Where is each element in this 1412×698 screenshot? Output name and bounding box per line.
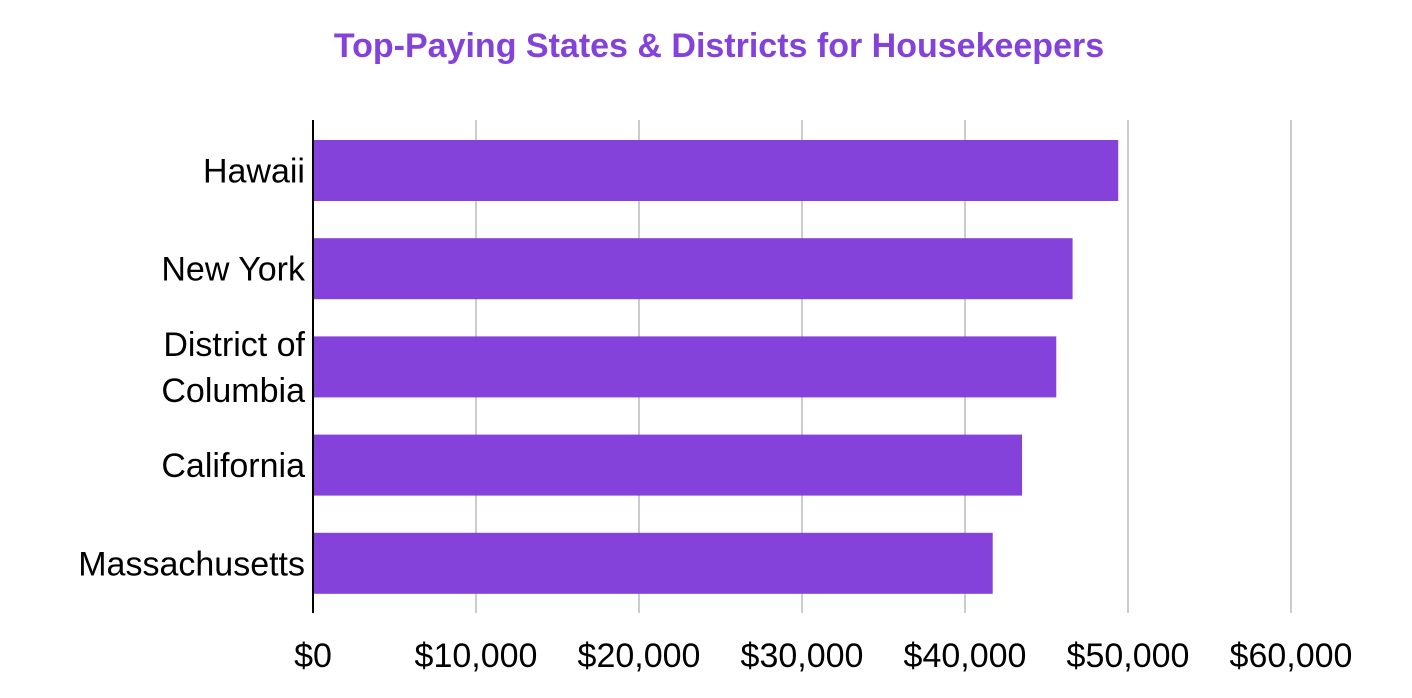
x-tick-labels: $0 $10,000 $20,000 $30,000 $40,000 $50,000 $60… — [294, 637, 1352, 675]
bar-california — [313, 434, 1023, 496]
chart-title: Top-Paying States & Districts for Housek… — [334, 27, 1104, 65]
x-tick-label-5: $50,000 — [1067, 637, 1190, 675]
category-label-massachusetts: Massachusetts — [78, 545, 305, 583]
x-tick-label-2: $20,000 — [578, 637, 701, 675]
category-labels: Hawaii New York District of Columbia Califor… — [78, 153, 306, 584]
bars — [313, 140, 1119, 594]
category-label-hawaii: Hawaii — [203, 153, 305, 191]
category-label-new-york: New York — [161, 251, 306, 289]
x-tick-label-6: $60,000 — [1230, 637, 1353, 675]
x-tick-label-1: $10,000 — [415, 637, 538, 675]
bar-district-of-columbia — [313, 336, 1057, 398]
x-tick-label-0: $0 — [294, 637, 332, 675]
bar-new-york — [313, 238, 1073, 300]
x-tick-label-3: $30,000 — [741, 637, 864, 675]
bar-hawaii — [313, 140, 1119, 201]
category-label-district-of-columbia: District of Columbia — [161, 326, 305, 410]
bar-massachusetts — [313, 532, 993, 594]
category-label-california: California — [161, 447, 305, 485]
x-tick-label-4: $40,000 — [904, 637, 1027, 675]
